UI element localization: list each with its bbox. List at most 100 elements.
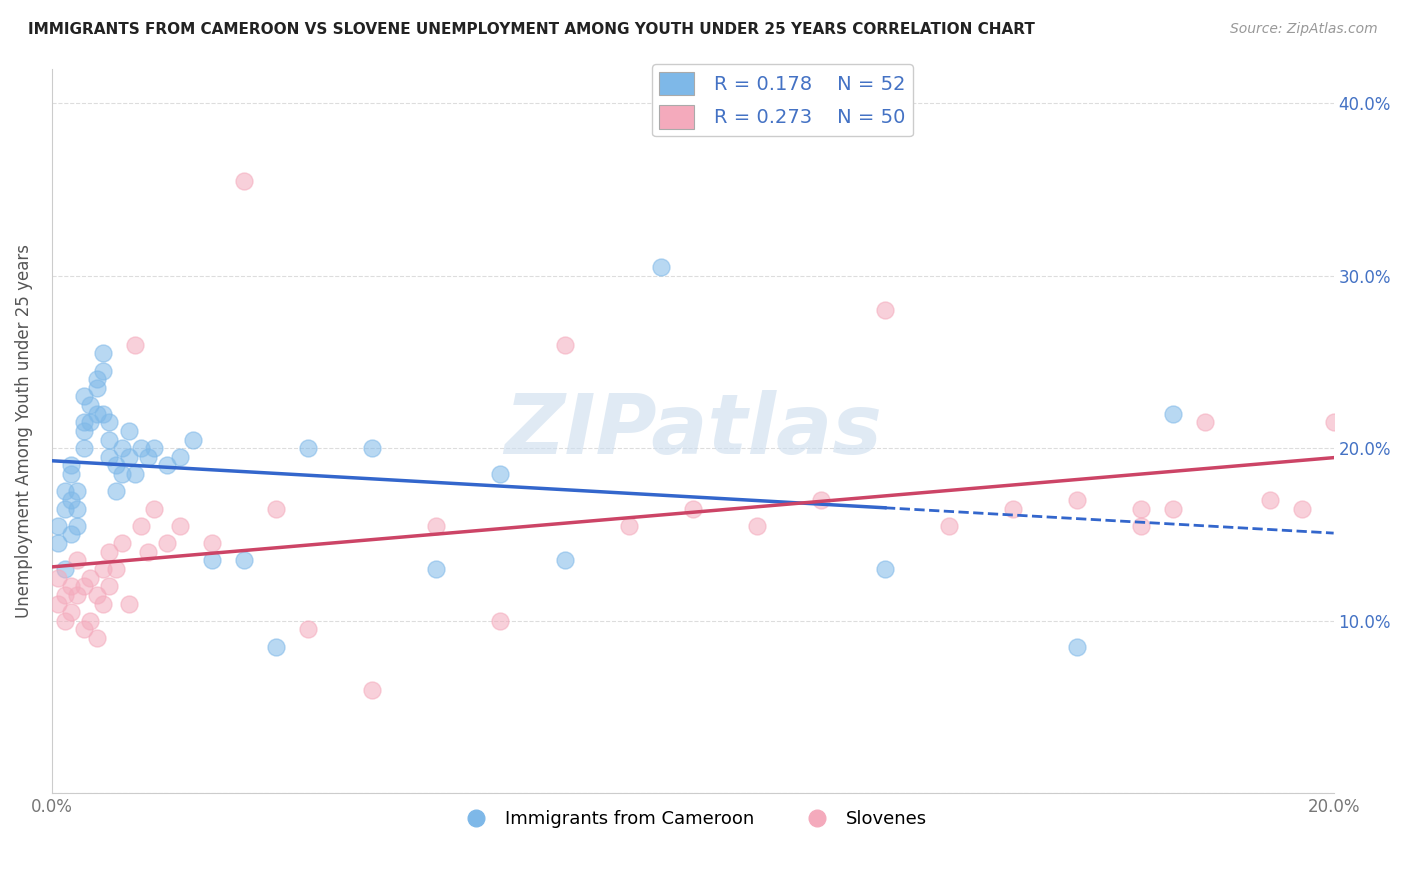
- Point: [118, 597, 141, 611]
- Point: [46, 571, 69, 585]
- Point: [131, 519, 153, 533]
- Point: [53, 614, 76, 628]
- Point: [111, 536, 134, 550]
- Point: [745, 519, 768, 533]
- Point: [489, 467, 512, 481]
- Point: [86, 372, 108, 386]
- Point: [91, 562, 114, 576]
- Point: [169, 450, 191, 464]
- Point: [91, 363, 114, 377]
- Point: [650, 260, 672, 274]
- Point: [66, 519, 89, 533]
- Legend: Immigrants from Cameroon, Slovenes: Immigrants from Cameroon, Slovenes: [451, 803, 935, 835]
- Point: [682, 501, 704, 516]
- Point: [131, 441, 153, 455]
- Point: [91, 597, 114, 611]
- Point: [1291, 501, 1313, 516]
- Point: [98, 415, 121, 429]
- Point: [124, 337, 146, 351]
- Point: [938, 519, 960, 533]
- Point: [98, 579, 121, 593]
- Point: [79, 398, 101, 412]
- Point: [46, 536, 69, 550]
- Point: [73, 424, 96, 438]
- Point: [86, 631, 108, 645]
- Point: [1323, 415, 1346, 429]
- Point: [233, 553, 256, 567]
- Text: ZIPatlas: ZIPatlas: [503, 391, 882, 472]
- Point: [553, 553, 575, 567]
- Point: [124, 467, 146, 481]
- Point: [66, 553, 89, 567]
- Point: [46, 597, 69, 611]
- Point: [98, 545, 121, 559]
- Point: [53, 484, 76, 499]
- Point: [617, 519, 640, 533]
- Point: [79, 571, 101, 585]
- Point: [156, 536, 179, 550]
- Point: [79, 614, 101, 628]
- Point: [59, 605, 82, 619]
- Point: [66, 588, 89, 602]
- Point: [59, 458, 82, 473]
- Point: [1002, 501, 1025, 516]
- Point: [297, 441, 319, 455]
- Point: [1066, 640, 1088, 654]
- Point: [1130, 501, 1153, 516]
- Point: [1163, 407, 1185, 421]
- Point: [425, 519, 447, 533]
- Point: [1194, 415, 1216, 429]
- Point: [73, 579, 96, 593]
- Point: [233, 174, 256, 188]
- Text: Source: ZipAtlas.com: Source: ZipAtlas.com: [1230, 22, 1378, 37]
- Point: [873, 303, 896, 318]
- Point: [91, 407, 114, 421]
- Point: [143, 441, 166, 455]
- Point: [98, 433, 121, 447]
- Point: [143, 501, 166, 516]
- Point: [489, 614, 512, 628]
- Point: [46, 519, 69, 533]
- Point: [104, 458, 127, 473]
- Point: [86, 381, 108, 395]
- Point: [1130, 519, 1153, 533]
- Point: [118, 424, 141, 438]
- Point: [111, 441, 134, 455]
- Point: [53, 562, 76, 576]
- Point: [104, 562, 127, 576]
- Point: [73, 389, 96, 403]
- Point: [86, 588, 108, 602]
- Point: [66, 501, 89, 516]
- Point: [59, 527, 82, 541]
- Point: [86, 407, 108, 421]
- Text: IMMIGRANTS FROM CAMEROON VS SLOVENE UNEMPLOYMENT AMONG YOUTH UNDER 25 YEARS CORR: IMMIGRANTS FROM CAMEROON VS SLOVENE UNEM…: [28, 22, 1035, 37]
- Point: [361, 441, 384, 455]
- Point: [59, 492, 82, 507]
- Point: [53, 501, 76, 516]
- Point: [873, 562, 896, 576]
- Point: [118, 450, 141, 464]
- Point: [66, 484, 89, 499]
- Point: [73, 623, 96, 637]
- Point: [79, 415, 101, 429]
- Point: [201, 536, 224, 550]
- Point: [361, 682, 384, 697]
- Point: [1163, 501, 1185, 516]
- Point: [73, 441, 96, 455]
- Point: [136, 450, 159, 464]
- Point: [1066, 492, 1088, 507]
- Point: [264, 501, 287, 516]
- Point: [156, 458, 179, 473]
- Point: [201, 553, 224, 567]
- Point: [810, 492, 832, 507]
- Point: [1258, 492, 1281, 507]
- Point: [98, 450, 121, 464]
- Y-axis label: Unemployment Among Youth under 25 years: Unemployment Among Youth under 25 years: [15, 244, 32, 618]
- Point: [169, 519, 191, 533]
- Point: [136, 545, 159, 559]
- Point: [73, 415, 96, 429]
- Point: [297, 623, 319, 637]
- Point: [91, 346, 114, 360]
- Point: [181, 433, 204, 447]
- Point: [104, 484, 127, 499]
